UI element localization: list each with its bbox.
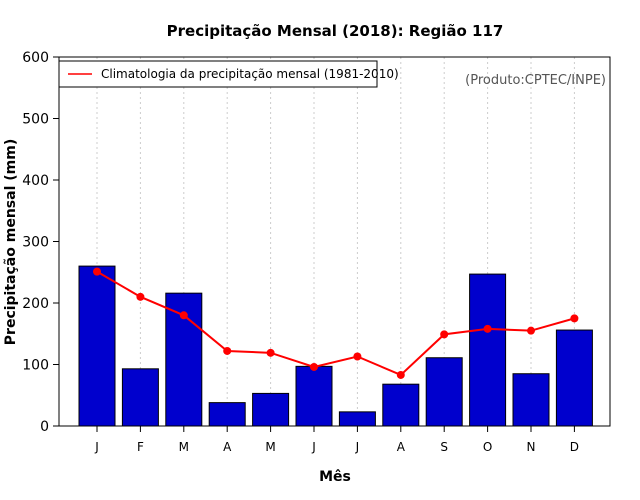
x-tick-label: F [137, 440, 144, 454]
y-tick-label: 200 [22, 296, 49, 312]
climatology-point [310, 362, 318, 371]
x-tick-label: A [223, 440, 232, 454]
bar-j-1 [78, 265, 116, 427]
y-axis: 0 100 200 300 400 500 600 [22, 50, 59, 435]
bar-j-6 [295, 365, 333, 427]
bar-m-5 [252, 392, 290, 427]
x-tick-label: M [179, 440, 189, 454]
bar-a-4 [208, 402, 246, 427]
climatology-point [570, 314, 579, 323]
bars [78, 265, 593, 427]
y-tick-label: 300 [22, 235, 49, 251]
x-tick-label: D [570, 440, 579, 454]
x-tick-label: A [397, 440, 406, 454]
legend: Climatologia da precipitação mensal (198… [58, 60, 399, 88]
bar-f-2 [121, 368, 159, 427]
chart-title: Precipitação Mensal (2018): Região 117 [167, 22, 504, 40]
y-tick-label: 400 [22, 173, 49, 189]
y-axis-label: Precipitação mensal (mm) [3, 139, 19, 345]
bar-s-9 [425, 357, 463, 427]
y-tick-label: 600 [22, 50, 49, 66]
source-annotation: (Produto:CPTEC/INPE) [465, 73, 606, 88]
climatology-point [527, 326, 535, 335]
climatology-series-line [96, 270, 575, 377]
x-tick-label: N [527, 440, 536, 454]
x-axis-label: Mês [319, 469, 351, 485]
bar-a-8 [382, 383, 420, 427]
y-tick-label: 0 [40, 419, 49, 435]
climatology-point [483, 324, 492, 333]
climatology-point [93, 267, 101, 276]
x-tick-label: J [311, 440, 316, 454]
climatology-point [223, 346, 232, 355]
bar-j-7 [338, 411, 376, 427]
x-tick-label: J [355, 440, 360, 454]
x-tick-label: J [94, 440, 99, 454]
climatology-point [440, 330, 449, 339]
bar-d-12 [555, 329, 593, 427]
x-tick-label: M [265, 440, 275, 454]
climatology-point [266, 348, 275, 357]
legend-entry: Climatologia da precipitação mensal (198… [101, 67, 399, 81]
y-tick-label: 100 [22, 358, 49, 374]
climatology-point [136, 292, 145, 301]
climatology-point [353, 352, 362, 361]
x-tick-label: S [440, 440, 448, 454]
climatology-line [93, 267, 579, 379]
grid [96, 57, 575, 426]
bar-o-10 [469, 273, 507, 427]
y-tick-label: 500 [22, 112, 49, 128]
climatology-point [396, 370, 405, 379]
bar-n-11 [512, 373, 550, 427]
legend-box [58, 60, 378, 88]
x-tick-label: O [483, 440, 492, 454]
climatology-point [179, 311, 188, 320]
